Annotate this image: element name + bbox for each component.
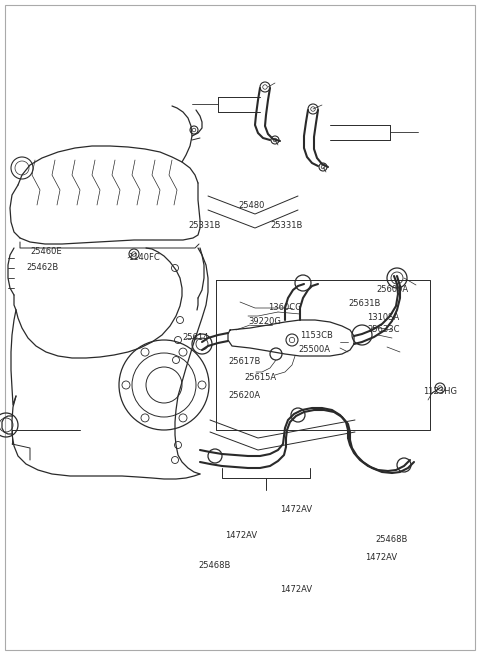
- Text: 25633C: 25633C: [367, 326, 399, 335]
- Text: 25620A: 25620A: [228, 390, 260, 400]
- Text: 39220G: 39220G: [248, 318, 281, 326]
- Text: 25468B: 25468B: [375, 536, 408, 544]
- Text: 1360CG: 1360CG: [268, 303, 301, 312]
- Text: 1472AV: 1472AV: [365, 553, 397, 563]
- Text: 25331B: 25331B: [270, 221, 302, 231]
- Text: 25500A: 25500A: [298, 345, 330, 354]
- Text: 25331B: 25331B: [188, 221, 220, 231]
- Text: 25468B: 25468B: [198, 561, 230, 569]
- Text: 25460E: 25460E: [30, 248, 61, 257]
- Text: 25615A: 25615A: [244, 373, 276, 383]
- Text: 1472AV: 1472AV: [280, 586, 312, 595]
- Text: 25617B: 25617B: [228, 358, 260, 367]
- Text: 25631B: 25631B: [348, 299, 380, 307]
- Text: 25600A: 25600A: [376, 286, 408, 295]
- Text: 25480: 25480: [238, 200, 264, 210]
- Text: 25614: 25614: [182, 333, 208, 343]
- Text: 1310SA: 1310SA: [367, 312, 399, 322]
- Text: 1472AV: 1472AV: [225, 531, 257, 540]
- Text: 1472AV: 1472AV: [280, 506, 312, 514]
- Text: 25462B: 25462B: [26, 263, 58, 272]
- Text: 1153CB: 1153CB: [300, 331, 333, 341]
- Text: 1140FC: 1140FC: [128, 253, 160, 263]
- Text: 1123HG: 1123HG: [423, 388, 457, 396]
